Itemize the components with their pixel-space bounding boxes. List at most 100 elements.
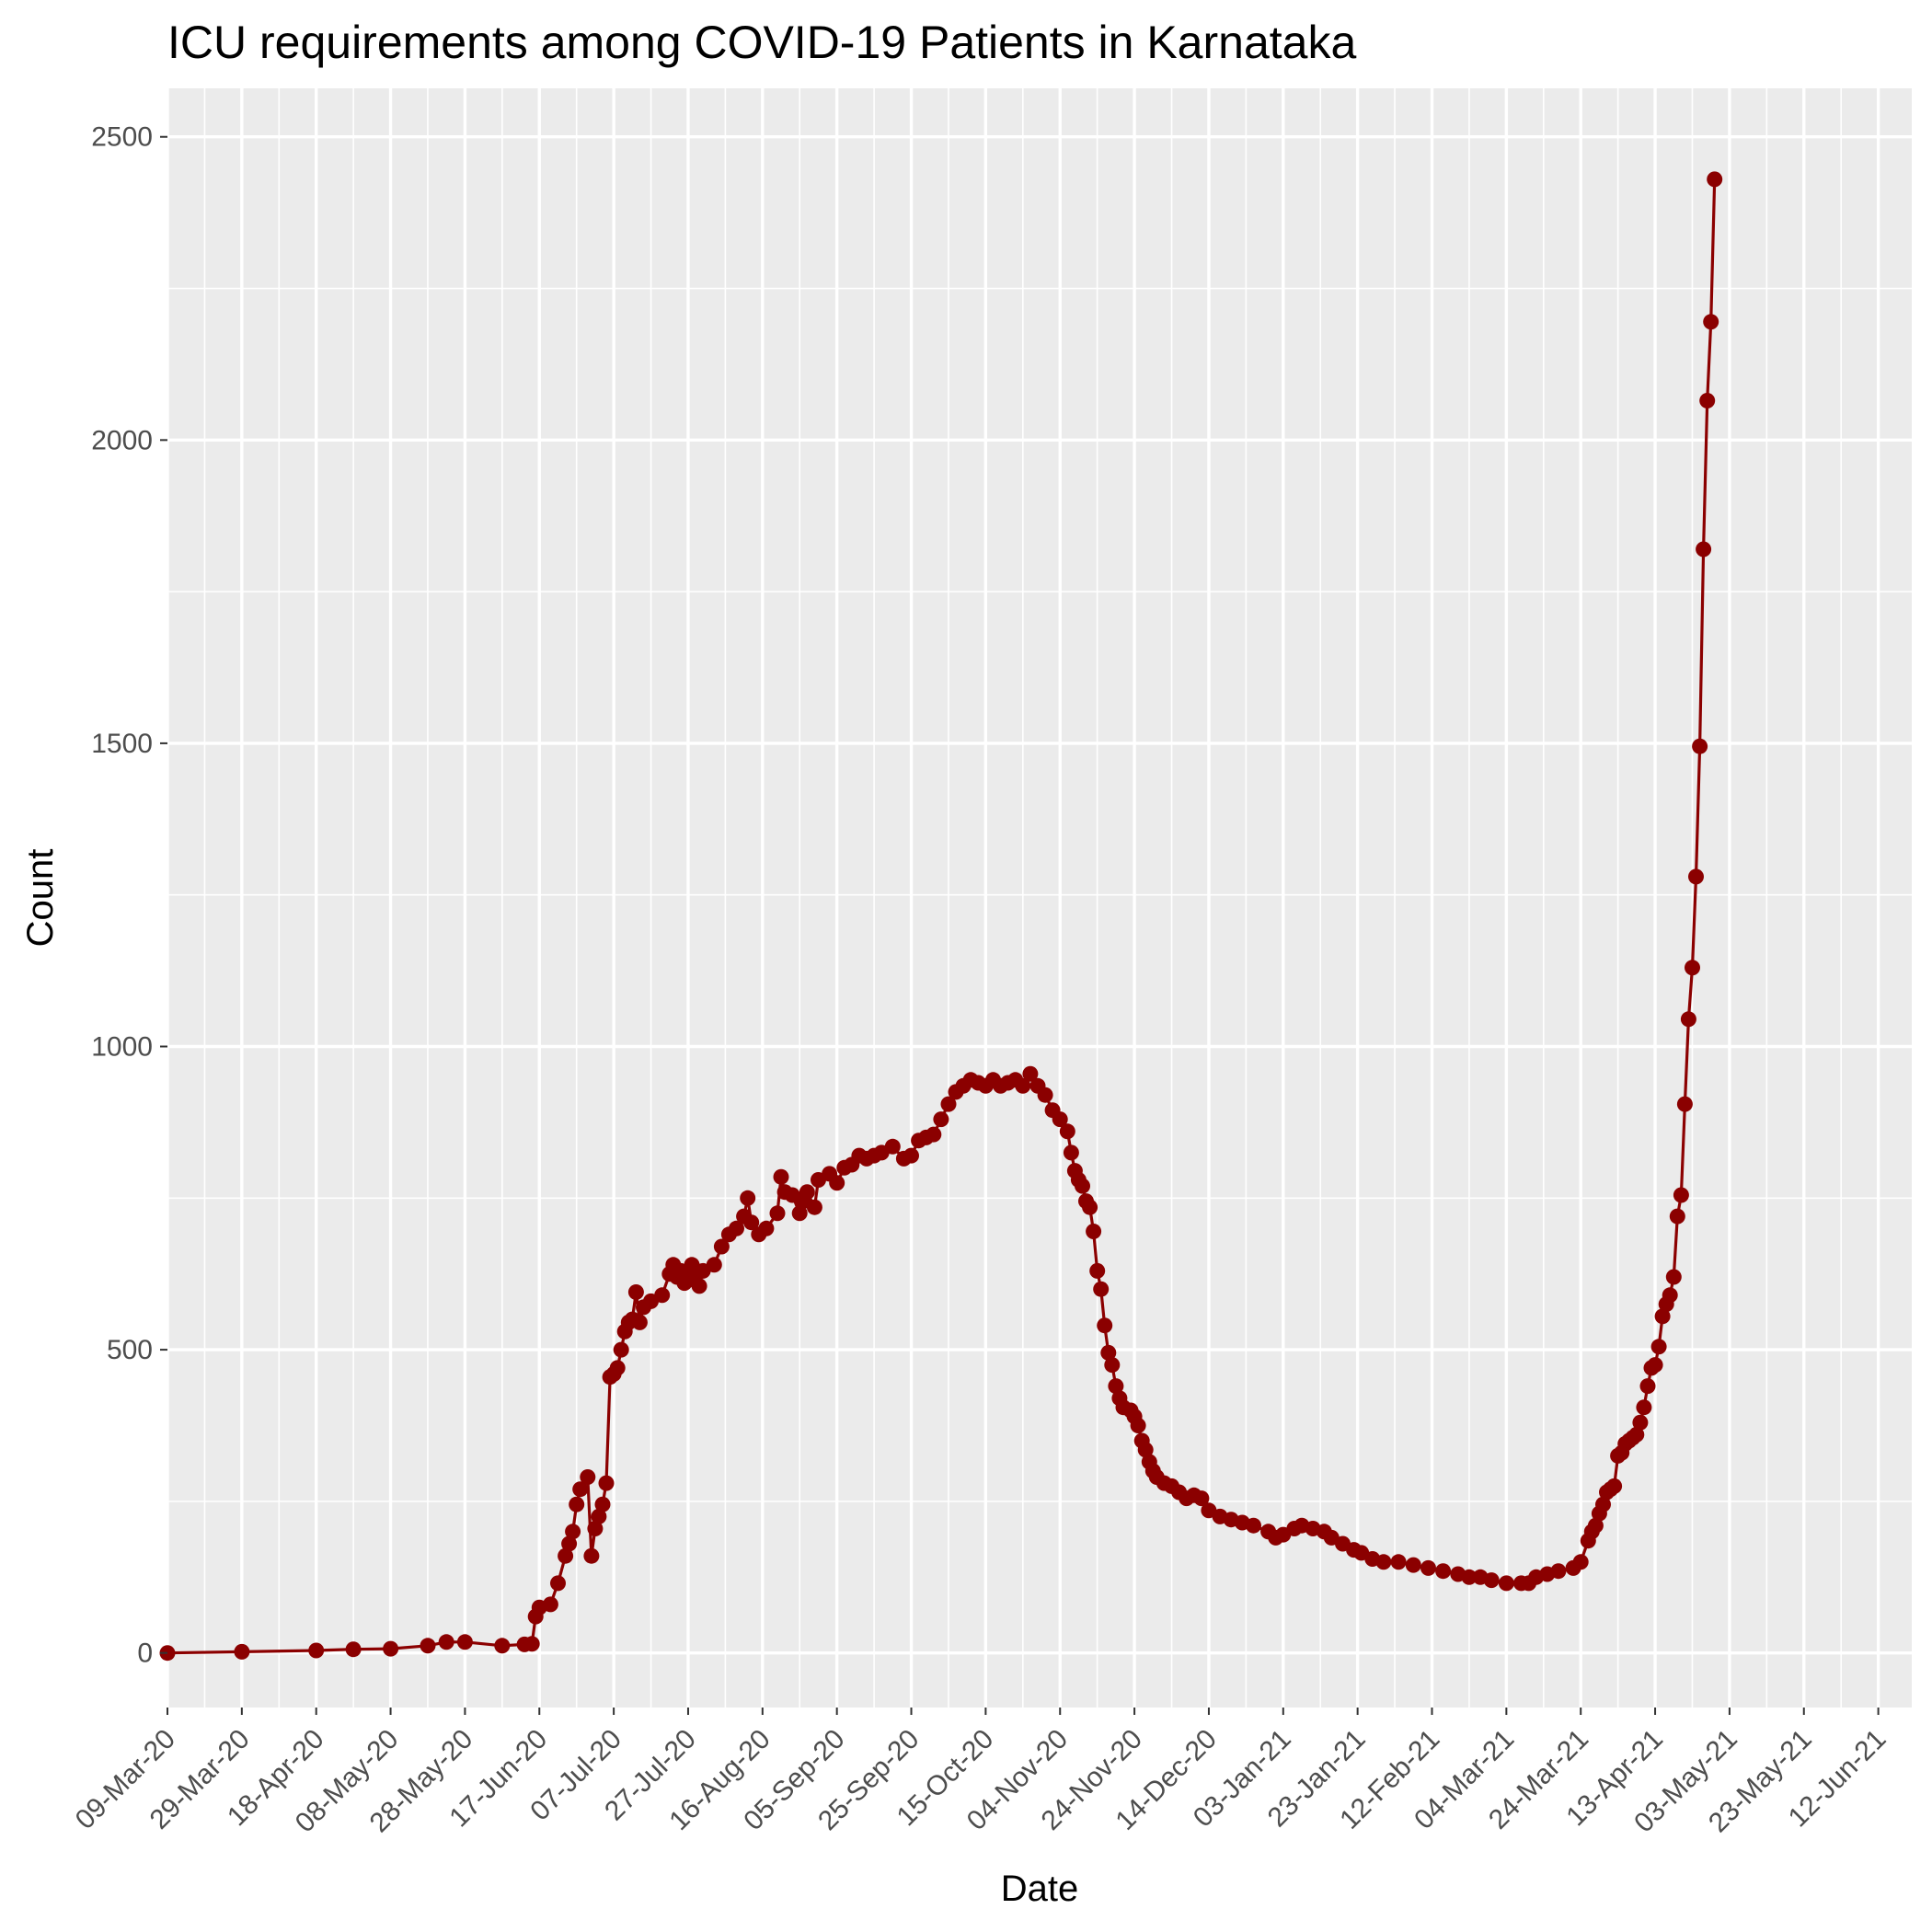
data-point	[1137, 1442, 1154, 1458]
series-layer	[159, 171, 1723, 1662]
x-axis: 09-Mar-2029-Mar-2018-Apr-2008-May-2028-M…	[70, 1708, 1892, 1838]
data-point	[758, 1220, 775, 1236]
data-point	[558, 1547, 574, 1564]
data-point	[1108, 1378, 1124, 1395]
data-point	[940, 1096, 957, 1112]
y-tick-label: 500	[107, 1335, 153, 1365]
data-point	[903, 1147, 919, 1164]
data-point	[1130, 1418, 1146, 1433]
data-point	[234, 1643, 250, 1660]
data-point	[791, 1205, 808, 1222]
data-point	[565, 1524, 581, 1540]
data-point	[654, 1287, 671, 1304]
data-point	[1037, 1087, 1053, 1103]
data-point	[1082, 1199, 1098, 1215]
data-point	[1636, 1399, 1652, 1416]
data-point	[1193, 1490, 1210, 1507]
data-point	[420, 1638, 436, 1654]
data-point	[706, 1257, 722, 1273]
data-point	[580, 1469, 596, 1485]
data-point	[773, 1168, 789, 1185]
data-point	[494, 1638, 511, 1654]
data-point	[740, 1190, 756, 1206]
data-point	[1461, 1569, 1478, 1585]
data-point	[1435, 1563, 1452, 1580]
data-point	[627, 1284, 644, 1300]
data-point	[1628, 1426, 1645, 1443]
data-point	[1104, 1357, 1121, 1374]
data-point	[1405, 1557, 1421, 1573]
data-point	[1483, 1572, 1500, 1589]
y-tick-label: 1000	[91, 1031, 153, 1062]
data-point	[631, 1314, 648, 1330]
data-point	[1654, 1308, 1671, 1325]
y-tick-label: 0	[137, 1639, 153, 1669]
data-point	[542, 1596, 558, 1613]
data-point	[1015, 1077, 1031, 1094]
y-tick-label: 2500	[91, 122, 153, 153]
data-point	[829, 1175, 845, 1191]
data-point	[933, 1111, 949, 1128]
x-axis-title: Date	[1001, 1869, 1079, 1909]
data-point	[591, 1508, 607, 1524]
data-point	[308, 1642, 325, 1659]
y-tick-label: 2000	[91, 425, 153, 455]
data-point	[1572, 1554, 1589, 1570]
data-point	[456, 1634, 473, 1650]
data-point	[598, 1475, 615, 1491]
data-point	[613, 1341, 629, 1358]
data-point	[1390, 1554, 1407, 1570]
data-point	[572, 1481, 589, 1498]
data-point	[1647, 1357, 1663, 1374]
data-point	[1498, 1575, 1514, 1592]
data-point	[345, 1641, 362, 1658]
data-point	[743, 1214, 760, 1231]
data-point	[1680, 1011, 1696, 1028]
data-point	[1093, 1281, 1110, 1297]
data-point	[569, 1496, 585, 1512]
data-point	[1639, 1378, 1656, 1395]
data-point	[1650, 1339, 1667, 1355]
data-point	[1100, 1344, 1117, 1361]
data-point	[1692, 738, 1708, 754]
data-point	[1669, 1208, 1685, 1225]
data-point	[1676, 1096, 1693, 1112]
data-point	[729, 1220, 744, 1236]
data-point	[1688, 868, 1704, 885]
data-point	[1550, 1563, 1567, 1580]
data-point	[1703, 314, 1719, 330]
data-point	[884, 1138, 901, 1155]
data-point	[561, 1535, 578, 1552]
data-point	[583, 1547, 600, 1564]
data-point	[691, 1278, 707, 1294]
y-axis-title: Count	[20, 849, 61, 948]
major-grid	[166, 88, 1912, 1708]
data-point	[1665, 1269, 1682, 1285]
data-point	[1059, 1123, 1075, 1140]
data-point	[1696, 541, 1712, 558]
data-point	[1075, 1178, 1090, 1194]
data-point	[1587, 1517, 1604, 1534]
data-point	[1022, 1065, 1039, 1082]
chart-title: ICU requirements among COVID-19 Patients…	[167, 17, 1356, 68]
data-point	[1673, 1187, 1689, 1203]
data-point	[383, 1640, 399, 1657]
y-tick-label: 1500	[91, 729, 153, 759]
data-point	[1662, 1287, 1678, 1304]
data-point	[438, 1634, 454, 1650]
plot-panel	[167, 88, 1912, 1708]
data-point	[523, 1636, 540, 1652]
data-point	[1699, 393, 1716, 408]
data-point	[587, 1521, 604, 1536]
data-point	[1595, 1496, 1611, 1512]
y-axis: 0 500 1000 1500 2000 2500	[91, 122, 167, 1669]
data-point	[799, 1184, 815, 1201]
data-point	[1685, 960, 1700, 976]
data-point	[1086, 1224, 1102, 1239]
data-point	[713, 1238, 730, 1255]
data-point	[1089, 1262, 1106, 1279]
data-point	[926, 1126, 942, 1143]
data-point	[1606, 1478, 1623, 1494]
data-point	[1375, 1554, 1392, 1570]
